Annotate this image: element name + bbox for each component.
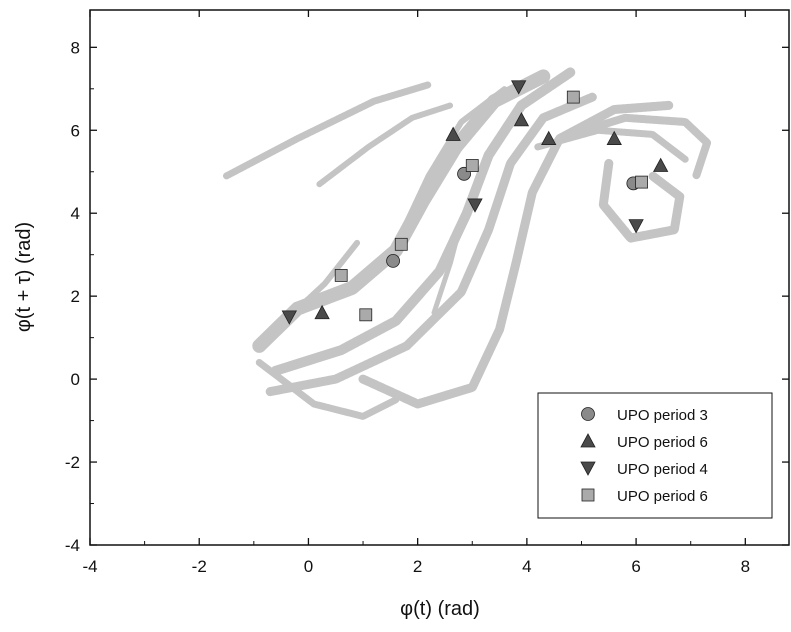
upo-marker-square bbox=[636, 176, 648, 188]
y-tick-label: 0 bbox=[71, 370, 80, 389]
upo-marker-square bbox=[335, 269, 347, 281]
y-tick-label: 8 bbox=[71, 38, 80, 57]
legend-marker-square bbox=[582, 489, 594, 501]
x-tick-label: 2 bbox=[413, 557, 422, 576]
upo-marker-square bbox=[360, 309, 372, 321]
legend-label: UPO period 6 bbox=[617, 488, 708, 505]
x-tick-label: -2 bbox=[192, 557, 207, 576]
y-axis-title: φ(t + τ) (rad) bbox=[13, 222, 35, 332]
upo-marker-triangle-up bbox=[654, 159, 668, 172]
upo-marker-square bbox=[395, 238, 407, 250]
y-tick-label: 2 bbox=[71, 287, 80, 306]
attractor-cloud bbox=[227, 72, 708, 416]
y-tick-label: -2 bbox=[65, 453, 80, 472]
legend-label: UPO period 6 bbox=[617, 434, 708, 451]
legend-label: UPO period 4 bbox=[617, 461, 708, 478]
y-tick-label: -4 bbox=[65, 536, 80, 555]
x-tick-label: 6 bbox=[631, 557, 640, 576]
upo-marker-square bbox=[567, 91, 579, 103]
upo-marker-circle bbox=[387, 254, 400, 267]
upo-marker-triangle-up bbox=[542, 132, 556, 145]
upo-marker-square bbox=[466, 160, 478, 172]
x-tick-label: 8 bbox=[741, 557, 750, 576]
x-axis-title: φ(t) (rad) bbox=[400, 598, 480, 620]
x-tick-label: -4 bbox=[82, 557, 97, 576]
legend-marker-circle bbox=[582, 408, 595, 421]
x-tick-label: 4 bbox=[522, 557, 531, 576]
upo-marker-triangle-down bbox=[629, 220, 643, 233]
y-tick-label: 6 bbox=[71, 121, 80, 140]
attractor-band bbox=[571, 118, 708, 176]
attractor-band bbox=[603, 163, 680, 238]
legend: UPO period 3 UPO period 6 UPO period 4 UPO … bbox=[538, 393, 772, 518]
y-tick-label: 4 bbox=[71, 204, 80, 223]
legend-label: UPO period 3 bbox=[617, 407, 708, 424]
x-tick-label: 0 bbox=[304, 557, 313, 576]
